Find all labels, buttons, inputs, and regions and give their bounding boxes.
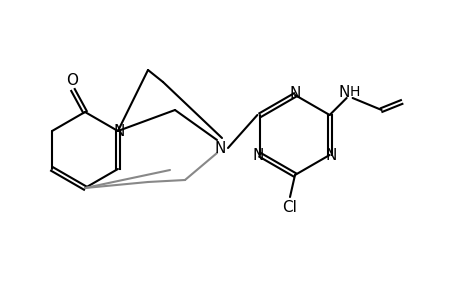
Text: N: N [252, 148, 263, 163]
Text: N: N [338, 85, 350, 100]
Text: N: N [113, 124, 124, 139]
Text: N: N [325, 148, 336, 163]
Text: H: H [349, 85, 359, 99]
Text: N: N [289, 85, 300, 100]
Text: O: O [66, 73, 78, 88]
Text: Cl: Cl [282, 200, 297, 214]
Text: N: N [214, 140, 225, 155]
